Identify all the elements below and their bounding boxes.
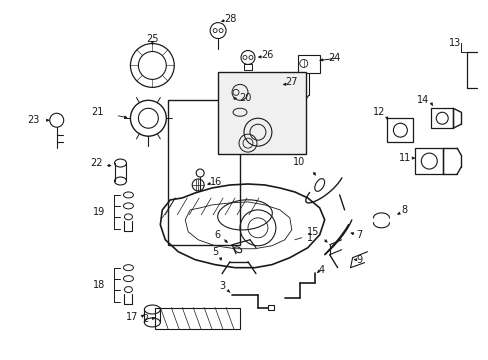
Bar (218, 72, 305, 154)
Text: 18: 18 (93, 280, 105, 289)
Text: 17: 17 (126, 312, 138, 323)
Text: 14: 14 (416, 95, 428, 105)
Text: 8: 8 (401, 205, 407, 215)
Text: 22: 22 (90, 158, 102, 168)
Text: 23: 23 (27, 115, 39, 125)
Bar (386, 118, 412, 142)
Text: 3: 3 (219, 280, 224, 291)
Text: 24: 24 (328, 54, 340, 63)
Text: 4: 4 (318, 265, 324, 275)
Text: 1: 1 (306, 233, 312, 243)
Text: 27: 27 (285, 77, 298, 87)
Bar (244, 64, 251, 71)
Bar (168, 100, 240, 245)
Bar (297, 55, 319, 73)
Text: 21: 21 (91, 107, 103, 117)
Text: 12: 12 (372, 107, 385, 117)
Text: 7: 7 (356, 230, 362, 240)
Bar (414, 148, 442, 174)
Text: 2: 2 (142, 314, 148, 324)
Text: 28: 28 (224, 14, 236, 24)
Text: 15: 15 (306, 227, 319, 237)
Text: 25: 25 (146, 33, 158, 44)
Text: 5: 5 (211, 247, 218, 257)
Text: 13: 13 (448, 37, 460, 48)
Text: 26: 26 (261, 50, 274, 60)
Bar (155, 307, 240, 329)
Text: 16: 16 (209, 177, 222, 187)
Bar (267, 305, 273, 310)
Text: 10: 10 (292, 157, 304, 167)
Text: 9: 9 (356, 255, 362, 265)
Circle shape (196, 169, 203, 177)
Text: 11: 11 (398, 153, 410, 163)
Text: 6: 6 (214, 230, 220, 240)
Text: 19: 19 (93, 207, 105, 217)
Bar (430, 108, 452, 128)
Text: 20: 20 (238, 93, 251, 103)
